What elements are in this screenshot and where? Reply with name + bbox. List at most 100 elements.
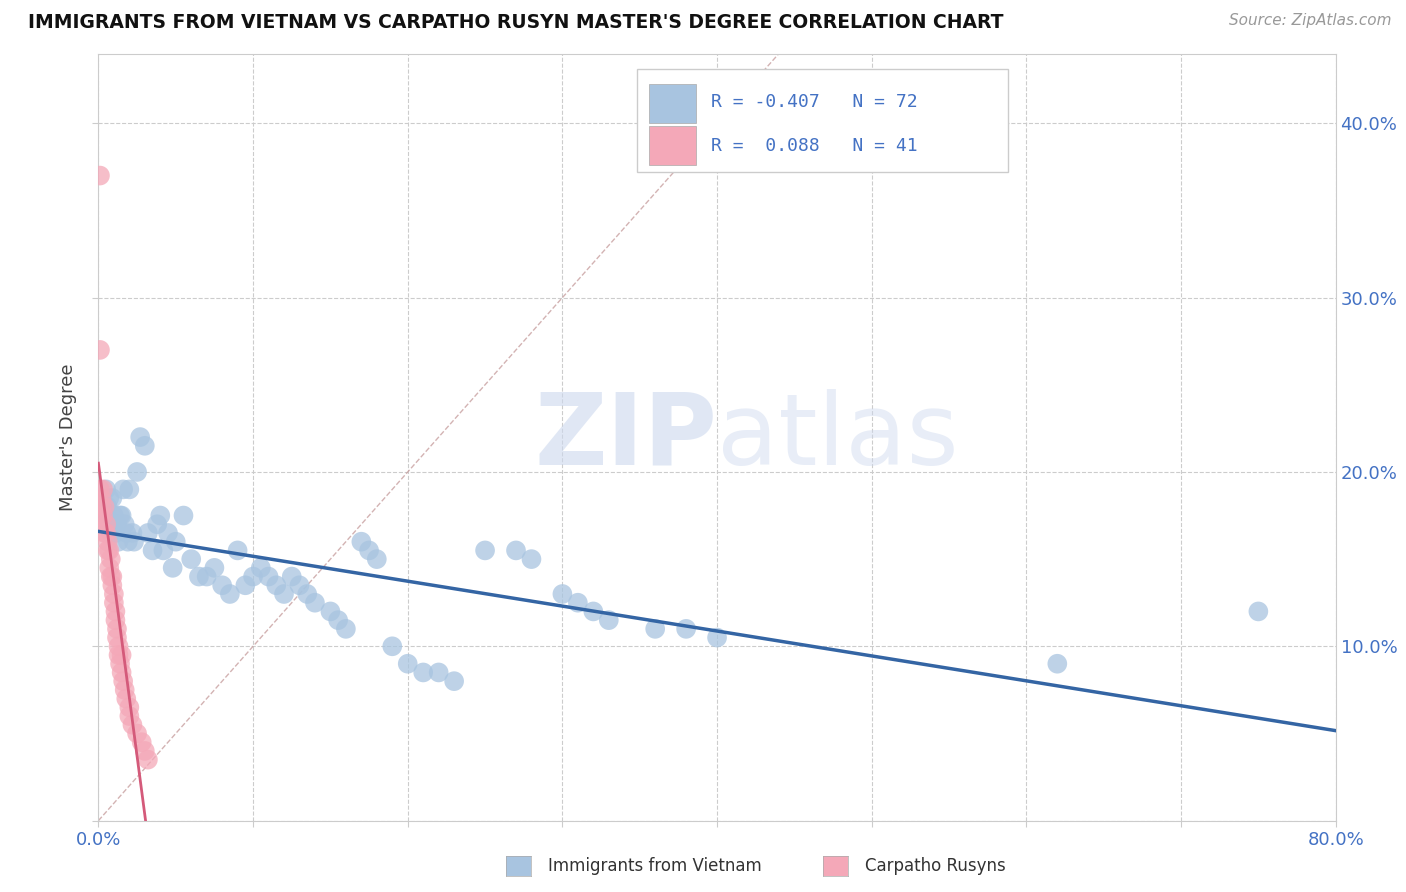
- Point: [89, 343, 111, 357]
- Point: [103, 508, 125, 523]
- Point: [582, 604, 605, 618]
- Point: [172, 508, 194, 523]
- Point: [136, 526, 159, 541]
- Point: [112, 483, 135, 497]
- Point: [107, 648, 129, 662]
- Point: [226, 543, 249, 558]
- Point: [122, 534, 145, 549]
- Point: [152, 543, 174, 558]
- Point: [598, 613, 620, 627]
- Point: [141, 543, 165, 558]
- Point: [103, 596, 125, 610]
- Y-axis label: Master's Degree: Master's Degree: [59, 363, 77, 511]
- Point: [242, 569, 264, 583]
- Point: [319, 604, 342, 618]
- Point: [134, 439, 156, 453]
- Point: [121, 526, 143, 541]
- Text: Source: ZipAtlas.com: Source: ZipAtlas.com: [1229, 13, 1392, 29]
- Point: [335, 622, 357, 636]
- Point: [112, 674, 135, 689]
- Point: [101, 491, 124, 505]
- Point: [107, 640, 129, 654]
- Point: [104, 613, 127, 627]
- Point: [474, 543, 496, 558]
- Point: [350, 534, 373, 549]
- Point: [90, 491, 112, 505]
- Point: [100, 552, 122, 566]
- Point: [127, 465, 149, 479]
- Point: [505, 543, 527, 558]
- Point: [250, 561, 273, 575]
- Point: [117, 534, 139, 549]
- Text: atlas: atlas: [717, 389, 959, 485]
- Point: [273, 587, 295, 601]
- Point: [644, 622, 666, 636]
- Point: [297, 587, 319, 601]
- Point: [134, 744, 156, 758]
- Point: [326, 613, 350, 627]
- Point: [288, 578, 311, 592]
- Point: [195, 569, 218, 583]
- Point: [412, 665, 434, 680]
- Text: ZIP: ZIP: [534, 389, 717, 485]
- Point: [96, 483, 118, 497]
- Point: [98, 517, 121, 532]
- Text: R =  0.088   N = 41: R = 0.088 N = 41: [711, 136, 918, 154]
- Point: [136, 753, 159, 767]
- Point: [96, 526, 118, 541]
- Point: [149, 508, 172, 523]
- Point: [114, 682, 136, 697]
- Point: [396, 657, 419, 671]
- Point: [118, 483, 141, 497]
- Point: [111, 665, 132, 680]
- Point: [100, 526, 122, 541]
- Point: [427, 665, 450, 680]
- Point: [211, 578, 233, 592]
- Point: [104, 526, 127, 541]
- Point: [111, 508, 132, 523]
- Point: [93, 526, 115, 541]
- Point: [118, 700, 141, 714]
- Point: [162, 561, 184, 575]
- Point: [1247, 604, 1270, 618]
- Text: IMMIGRANTS FROM VIETNAM VS CARPATHO RUSYN MASTER'S DEGREE CORRELATION CHART: IMMIGRANTS FROM VIETNAM VS CARPATHO RUSY…: [28, 13, 1004, 32]
- Point: [101, 578, 124, 592]
- Point: [131, 735, 153, 749]
- Point: [91, 508, 114, 523]
- Point: [111, 648, 132, 662]
- Point: [97, 534, 120, 549]
- Point: [233, 578, 257, 592]
- Point: [121, 717, 143, 731]
- Point: [204, 561, 226, 575]
- Point: [127, 726, 149, 740]
- Point: [104, 604, 127, 618]
- Point: [89, 169, 111, 183]
- FancyBboxPatch shape: [637, 69, 1008, 172]
- Point: [381, 640, 404, 654]
- Point: [675, 622, 697, 636]
- Point: [96, 508, 118, 523]
- Point: [105, 631, 128, 645]
- Point: [366, 552, 388, 566]
- Point: [105, 622, 128, 636]
- Point: [90, 500, 112, 514]
- Point: [1046, 657, 1069, 671]
- Text: Carpatho Rusyns: Carpatho Rusyns: [865, 857, 1005, 875]
- Point: [118, 709, 141, 723]
- Point: [551, 587, 574, 601]
- Point: [443, 674, 465, 689]
- Text: R = -0.407   N = 72: R = -0.407 N = 72: [711, 93, 918, 111]
- Point: [146, 517, 169, 532]
- Point: [91, 483, 114, 497]
- Point: [107, 534, 129, 549]
- Point: [129, 430, 152, 444]
- Point: [108, 508, 131, 523]
- Point: [264, 578, 288, 592]
- Point: [304, 596, 326, 610]
- FancyBboxPatch shape: [650, 127, 696, 165]
- Point: [98, 543, 121, 558]
- Point: [93, 500, 115, 514]
- Point: [114, 517, 136, 532]
- Point: [105, 517, 128, 532]
- Point: [103, 587, 125, 601]
